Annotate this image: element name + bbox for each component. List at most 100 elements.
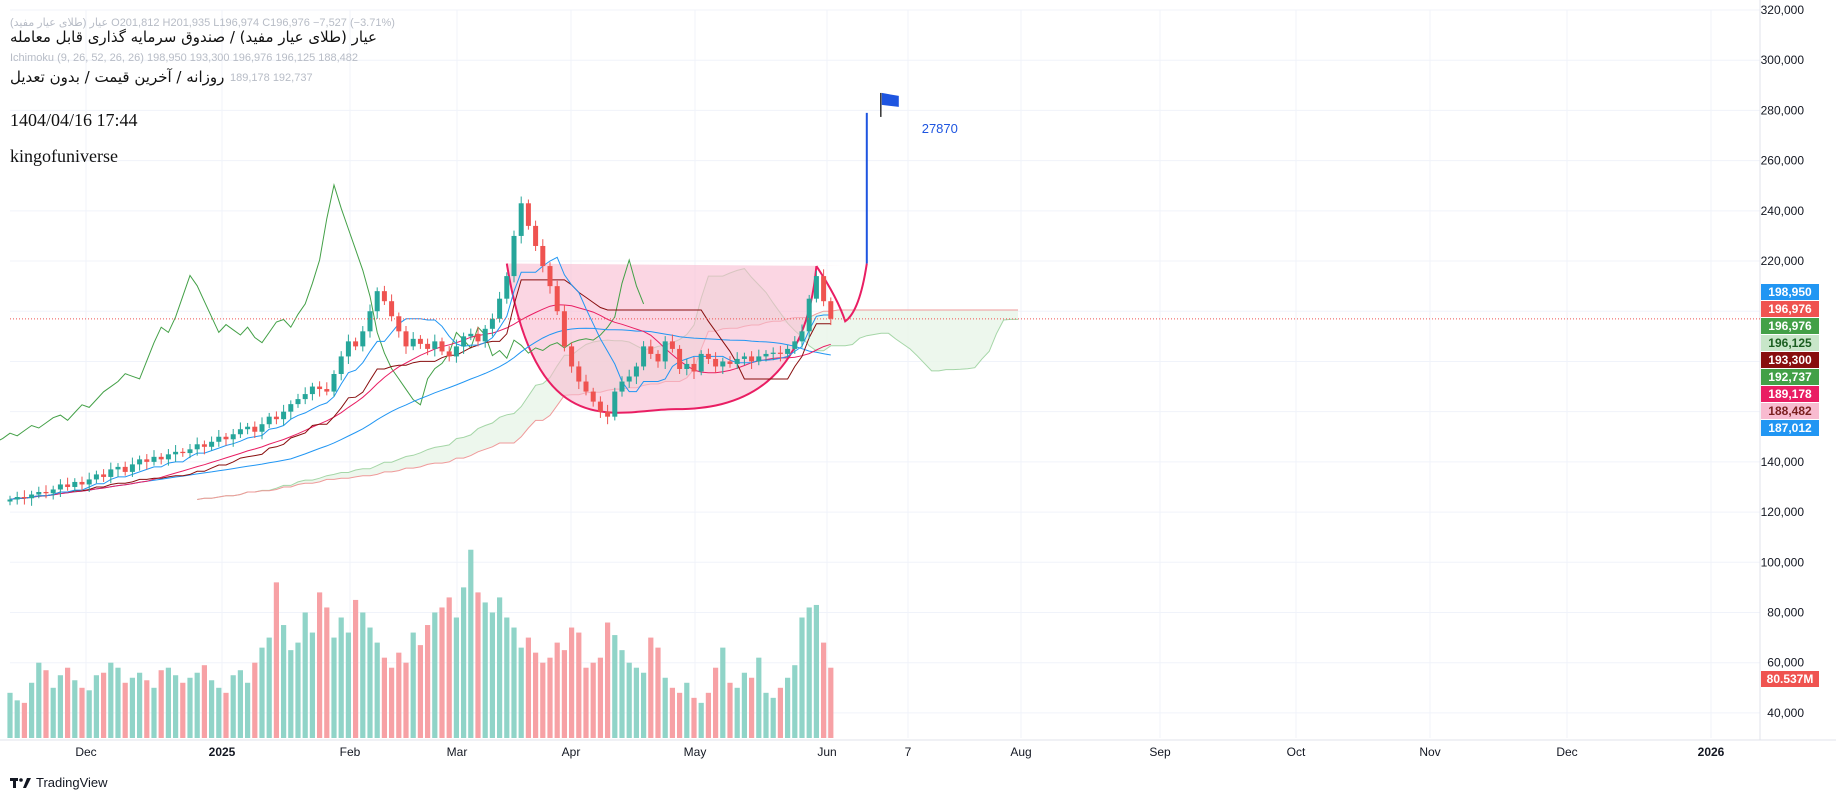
candle bbox=[403, 326, 409, 354]
candle bbox=[439, 337, 445, 356]
volume-bar bbox=[605, 622, 611, 738]
volume-bar bbox=[554, 642, 560, 738]
tradingview-label: TradingView bbox=[36, 775, 108, 790]
candle bbox=[223, 432, 229, 446]
candle bbox=[691, 357, 697, 380]
candle bbox=[525, 199, 531, 230]
candle-body bbox=[821, 276, 827, 302]
candle-body bbox=[345, 341, 351, 357]
candle-body bbox=[381, 291, 387, 302]
candle-body bbox=[65, 484, 71, 487]
y-tick-label: 240,000 bbox=[1761, 204, 1805, 218]
price-axis-badge: 196,125 bbox=[1761, 335, 1819, 351]
price-badge-text: 188,482 bbox=[1768, 404, 1812, 418]
volume-bar bbox=[648, 637, 654, 738]
candle-body bbox=[180, 451, 186, 454]
x-tick-label: May bbox=[684, 745, 707, 759]
candle-body bbox=[281, 411, 287, 420]
volume-bar bbox=[266, 637, 272, 738]
price-badge-text: 189,178 bbox=[1768, 387, 1812, 401]
candle bbox=[273, 411, 279, 425]
candle-body bbox=[209, 441, 215, 447]
volume-bar bbox=[324, 607, 330, 738]
price-axis-badge: 198,950 bbox=[1761, 284, 1819, 300]
candle-body bbox=[72, 481, 78, 487]
candle bbox=[266, 412, 272, 428]
candle bbox=[777, 345, 783, 362]
candle-body bbox=[446, 351, 452, 357]
candle-body bbox=[677, 348, 683, 369]
price-badge-bg bbox=[1761, 403, 1819, 419]
volume-bar bbox=[389, 667, 395, 738]
candle-body bbox=[389, 301, 395, 317]
volume-bar bbox=[259, 647, 265, 738]
volume-bar bbox=[749, 677, 755, 738]
candle bbox=[295, 393, 301, 408]
candle-body bbox=[734, 358, 740, 364]
volume-badge-text: 80.537M bbox=[1767, 672, 1814, 686]
candle bbox=[633, 362, 639, 385]
volume-bar bbox=[237, 670, 243, 738]
candle bbox=[641, 341, 647, 371]
candle bbox=[828, 297, 834, 326]
timestamp: 1404/04/16 17:44 bbox=[10, 110, 138, 130]
candle bbox=[309, 382, 315, 401]
candle bbox=[806, 294, 812, 339]
candle-body bbox=[187, 449, 193, 454]
candle bbox=[698, 350, 704, 376]
candle bbox=[79, 476, 85, 491]
candle bbox=[468, 328, 474, 341]
candle-body bbox=[245, 426, 251, 430]
candle bbox=[50, 485, 56, 500]
candle-body bbox=[367, 311, 373, 332]
tradingview-watermark[interactable]: TradingView bbox=[10, 775, 108, 790]
candle-body bbox=[122, 466, 128, 472]
candle-body bbox=[93, 474, 99, 480]
candle-body bbox=[597, 401, 603, 412]
candle-body bbox=[50, 489, 56, 494]
ichimoku-legend: Ichimoku (9, 26, 52, 26, 26) 198,950 193… bbox=[10, 52, 358, 64]
x-tick-label: Nov bbox=[1419, 745, 1440, 759]
price-badge-text: 192,737 bbox=[1768, 370, 1812, 384]
volume-bar bbox=[547, 657, 553, 738]
x-tick-label: 2025 bbox=[209, 745, 236, 759]
candle bbox=[749, 351, 755, 369]
candle bbox=[597, 396, 603, 418]
candle-body bbox=[115, 466, 121, 470]
price-axis-badge: 188,482 bbox=[1761, 403, 1819, 419]
candle bbox=[590, 387, 596, 407]
price-badge-bg bbox=[1761, 318, 1819, 334]
volume-bar bbox=[165, 667, 171, 738]
volume-bar bbox=[691, 697, 697, 738]
candle bbox=[648, 339, 654, 359]
candle-body bbox=[36, 491, 42, 495]
candle bbox=[583, 374, 589, 396]
candle bbox=[770, 347, 776, 361]
volume-bar bbox=[7, 692, 13, 738]
candle bbox=[367, 304, 373, 338]
candle bbox=[785, 345, 791, 358]
candle-body bbox=[691, 363, 697, 372]
candle-body bbox=[237, 429, 243, 435]
candle-body bbox=[353, 341, 359, 347]
volume-bar bbox=[273, 582, 279, 738]
candle-body bbox=[655, 353, 661, 362]
price-axis-badge: 196,976 bbox=[1761, 301, 1819, 317]
candle-body bbox=[533, 225, 539, 246]
volume-bar bbox=[14, 700, 20, 738]
candle-body bbox=[417, 338, 423, 344]
price-axis-badge: 189,178 bbox=[1761, 386, 1819, 402]
price-badge-text: 193,300 bbox=[1768, 353, 1812, 367]
volume-bar bbox=[468, 549, 474, 738]
volume-bar bbox=[583, 667, 589, 738]
volume-bar bbox=[525, 637, 531, 738]
volume-bar bbox=[612, 635, 618, 738]
candle bbox=[619, 376, 625, 397]
y-tick-label: 300,000 bbox=[1761, 53, 1805, 67]
volume-bar bbox=[201, 665, 207, 738]
candle-body bbox=[317, 386, 323, 390]
candle-body bbox=[21, 497, 27, 499]
candle-body bbox=[216, 436, 222, 442]
volume-bar bbox=[655, 647, 661, 738]
